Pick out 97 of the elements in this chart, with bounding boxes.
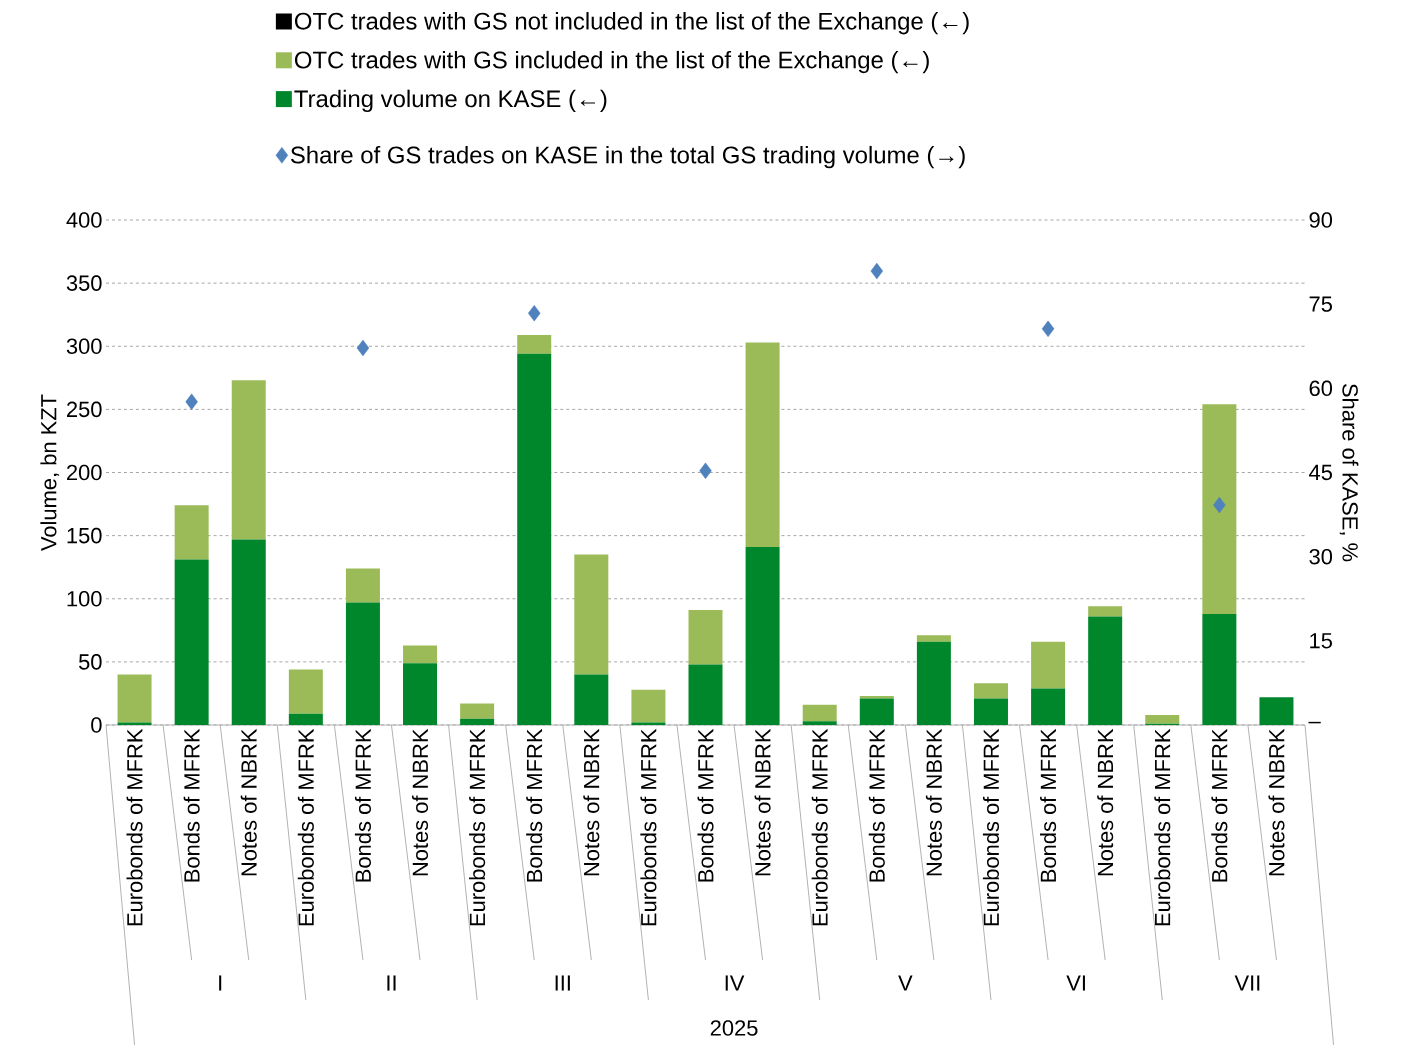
x-tick-label: Eurobonds of MFRK <box>982 729 1000 926</box>
bar <box>1031 641 1066 689</box>
bar <box>345 568 380 603</box>
x-tick-label: Notes of NBRK <box>754 729 771 876</box>
bar <box>345 602 380 726</box>
y-tick-label: 300 <box>66 338 102 355</box>
bar <box>1088 616 1123 726</box>
bar <box>631 689 666 723</box>
text: II <box>387 975 396 991</box>
point <box>699 462 712 480</box>
x-tick-label: Bonds of MFRK <box>1040 729 1057 882</box>
bar <box>288 713 323 726</box>
y-tick-label: 250 <box>67 401 102 418</box>
bar <box>288 669 323 714</box>
y2-tick-label: 60 <box>1309 380 1333 397</box>
bar <box>174 505 209 560</box>
x-tick-label: Bonds of MFRK <box>1211 729 1228 882</box>
point <box>528 305 541 322</box>
y2-tick-label: 75 <box>1309 296 1332 313</box>
bar <box>117 722 152 726</box>
y2-tick-label: – <box>1308 722 1321 724</box>
bar <box>802 721 837 726</box>
bar <box>916 635 951 642</box>
bar <box>802 705 837 722</box>
bar <box>745 342 780 548</box>
y2-axis-title: Share of KASE, % <box>1339 384 1359 562</box>
bar <box>174 559 209 726</box>
point <box>1213 497 1226 514</box>
y-tick-label: 400 <box>66 212 102 229</box>
bar <box>973 698 1008 726</box>
bar <box>688 610 723 665</box>
x-tick-label: Notes of NBRK <box>1097 729 1114 876</box>
point <box>1041 320 1055 338</box>
point <box>870 263 883 280</box>
point <box>356 339 370 357</box>
bar <box>403 663 438 726</box>
y2-tick-label: 30 <box>1309 549 1333 565</box>
x-tick-label: Eurobonds of MFRK <box>1154 729 1171 926</box>
point <box>185 393 198 411</box>
bar <box>460 718 495 726</box>
y-tick-label: 350 <box>66 275 102 292</box>
text: VI <box>1066 975 1085 991</box>
x-axis-title: 2025 <box>710 1020 758 1037</box>
y2-tick-label: 90 <box>1309 212 1333 229</box>
x-tick-label: Notes of NBRK <box>411 729 429 876</box>
legend-label: OTC trades with GS included in the list of the Exchange (←) <box>294 51 929 74</box>
x-tick-label: Eurobonds of MFRK <box>297 729 314 926</box>
y-tick-label: 150 <box>67 528 102 544</box>
bar <box>460 703 495 719</box>
bar <box>574 674 609 726</box>
x-tick-label: Bonds of MFRK <box>354 729 371 882</box>
y2-tick-label: 45 <box>1309 465 1332 481</box>
x-tick-label: Bonds of MFRK <box>183 729 200 882</box>
bar <box>631 722 666 726</box>
y-tick-label: 100 <box>67 591 102 607</box>
bar <box>1088 606 1123 617</box>
bar <box>1202 614 1237 726</box>
bar <box>403 645 438 664</box>
bar <box>1145 715 1180 724</box>
x-tick-label: Eurobonds of MFRK <box>640 729 657 926</box>
bar <box>1202 404 1237 615</box>
bar <box>1259 697 1294 726</box>
bar <box>231 380 266 540</box>
x-tick-label: Notes of NBRK <box>583 729 600 876</box>
legend-label: Trading volume on KASE (←) <box>294 89 607 113</box>
y-tick-label: 50 <box>78 654 102 670</box>
bar <box>916 641 951 726</box>
bar <box>574 554 609 675</box>
bar <box>745 547 780 726</box>
bar <box>117 674 152 723</box>
bar <box>1031 688 1066 726</box>
x-tick-label: Eurobonds of MFRK <box>126 729 143 926</box>
x-tick-label: Eurobonds of MFRK <box>469 729 486 926</box>
legend-label: Share of GS trades on KASE in the total GS trading volume (→) <box>290 146 965 169</box>
y-axis-title: Volume, bn KZT <box>40 394 60 552</box>
y-tick-label: 0 <box>91 717 102 734</box>
legend-label: OTC trades with GS not included in the list of the Exchange (←) <box>294 12 969 35</box>
x-tick-label: Bonds of MFRK <box>697 729 714 882</box>
bar <box>231 539 266 726</box>
bar <box>517 354 552 726</box>
text: V <box>898 975 913 991</box>
x-tick-label: Notes of NBRK <box>925 729 942 876</box>
text: IV <box>725 975 745 991</box>
x-tick-label: Notes of NBRK <box>240 729 257 876</box>
bar <box>859 698 894 726</box>
bar <box>688 664 723 726</box>
y-tick-label: 200 <box>67 464 102 481</box>
bar <box>517 335 552 355</box>
text: I <box>219 975 222 991</box>
bar <box>973 683 1008 699</box>
x-tick-label: Notes of NBRK <box>1268 729 1285 876</box>
y2-tick-label: 15 <box>1310 633 1332 649</box>
text: III <box>555 975 570 991</box>
text: VII <box>1234 975 1260 991</box>
x-tick-label: Bonds of MFRK <box>526 729 543 882</box>
x-tick-label: Bonds of MFRK <box>868 729 885 882</box>
x-tick-label: Eurobonds of MFRK <box>811 729 828 926</box>
